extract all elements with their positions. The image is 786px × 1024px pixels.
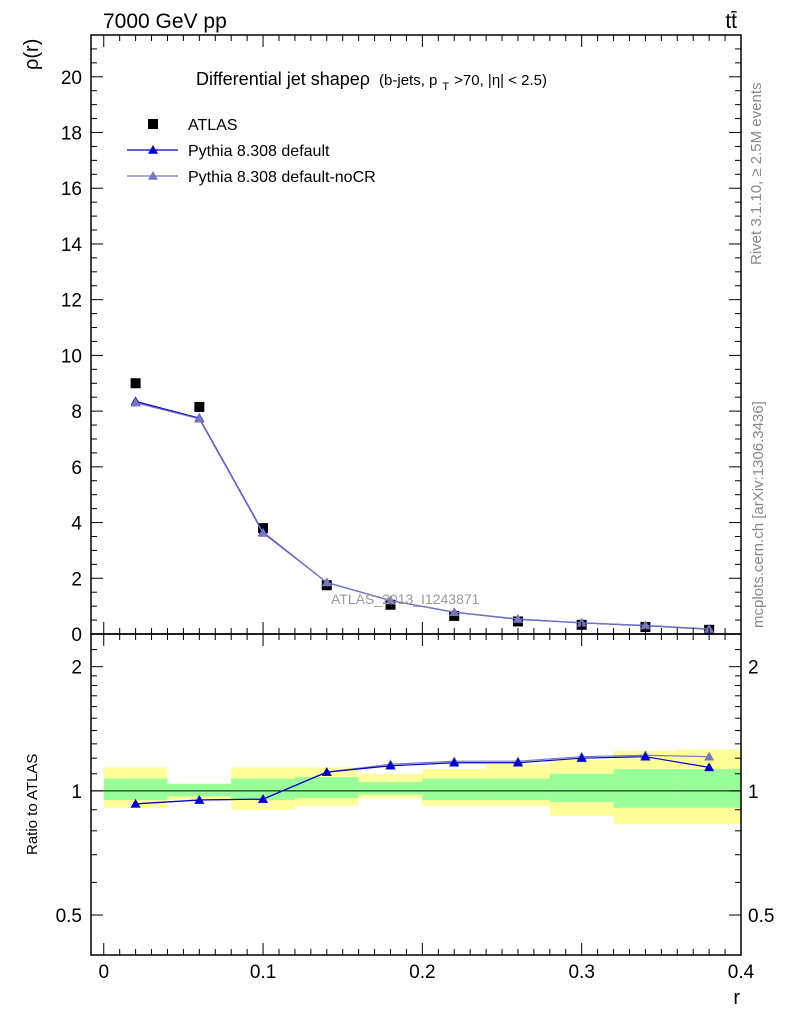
data-point-atlas	[194, 401, 205, 412]
y-tick-label: 8	[71, 402, 82, 423]
ratio-y-tick-label-left: 2	[71, 658, 82, 679]
ratio-point	[576, 753, 587, 762]
x-tick-label: 0	[98, 962, 109, 983]
x-tick-label: 0.1	[250, 962, 276, 983]
data-point-atlas	[385, 599, 396, 610]
ratio-y-tick-label-left: 1	[71, 782, 82, 803]
uncertainty-band-inner	[549, 773, 614, 802]
ratio-point	[449, 757, 460, 767]
ratio-point	[704, 751, 715, 761]
mc-point	[321, 577, 332, 587]
x-axis-label: r	[733, 987, 740, 1009]
data-point-atlas	[130, 378, 141, 389]
legend-marker-atlas	[148, 119, 158, 129]
legend-marker	[148, 145, 158, 154]
ratio-point	[258, 794, 269, 803]
ratio-point	[385, 760, 396, 770]
chart-title-sub-index: T	[442, 81, 449, 93]
process-label: tt̄	[725, 10, 737, 33]
uncertainty-band-inner	[486, 778, 550, 801]
y-axis-label-main: ρ(r)	[21, 39, 43, 70]
y-tick-label: 14	[61, 235, 83, 256]
legend-label: Pythia 8.308 default	[188, 143, 330, 160]
x-tick-label: 0.2	[409, 962, 435, 983]
y-tick-label: 2	[71, 569, 82, 590]
y-tick-label: 12	[61, 291, 82, 312]
mc-point	[512, 613, 523, 623]
chart-title-sub-tail: >70, |η| < 2.5)	[454, 72, 547, 89]
x-tick-label: 0.3	[568, 962, 594, 983]
mc-point	[449, 607, 460, 617]
ratio-point	[512, 757, 523, 767]
y-tick-label: 4	[71, 514, 82, 535]
y-tick-label: 10	[61, 346, 82, 367]
ratio-y-tick-label-right: 2	[748, 658, 759, 679]
uncertainty-band-inner	[167, 783, 232, 797]
ratio-point	[130, 798, 141, 808]
ratio-plot-content: 0 0.1 0.2 0.3 0.4 0.5 0.5 1 1 2 2	[56, 633, 774, 983]
analysis-watermark: ATLAS_2013_I1243871	[331, 591, 480, 607]
chart-title: Differential jet shapeρ (b-jets, p T >70…	[196, 69, 547, 94]
mc-series-line	[135, 402, 710, 630]
legend-marker	[148, 171, 158, 180]
mc-point	[258, 528, 269, 537]
ratio-point	[194, 795, 205, 804]
y-tick-label: 6	[71, 458, 82, 479]
rivet-version-label: Rivet 3.1.10, ≥ 2.5M events	[748, 83, 765, 266]
ratio-y-tick-label-right: 1	[748, 782, 759, 803]
mc-point	[385, 595, 396, 605]
uncertainty-band-inner	[294, 777, 359, 799]
y-tick-label: 0	[71, 625, 82, 646]
chart-title-main: Differential jet shapeρ	[196, 69, 370, 89]
mcplots-reference-label: mcplots.cern.ch [arXiv:1306.3436]	[750, 401, 767, 628]
y-axis-label-ratio: Ratio to ATLAS	[24, 754, 41, 855]
uncertainty-band-inner	[231, 778, 295, 801]
uncertainty-band-inner	[422, 778, 487, 801]
uncertainty-band-inner	[358, 782, 423, 795]
uncertainty-band-inner	[103, 778, 168, 801]
energy-label: 7000 GeV pp	[103, 10, 227, 33]
ratio-point	[321, 767, 332, 776]
mc-point	[640, 620, 651, 630]
mc-point	[130, 397, 141, 407]
main-panel: 0 2 4 6 8 10 12 14 16 18 20 Differential jet shape…	[21, 34, 742, 646]
ratio-point	[704, 762, 715, 772]
ratio-series-line	[135, 756, 710, 805]
x-tick-label: 0.4	[728, 962, 755, 983]
legend-label: Pythia 8.308 default-noCR	[188, 169, 376, 186]
ratio-y-tick-label-right: 0.5	[748, 906, 774, 927]
ratio-y-tick-label-left: 0.5	[56, 906, 82, 927]
y-tick-label: 20	[61, 68, 82, 89]
mc-point	[194, 413, 205, 423]
legend: ATLAS Pythia 8.308 default Pythia 8.308 de…	[127, 117, 376, 186]
chart-title-sub: (b-jets, p	[379, 72, 437, 89]
ratio-point	[640, 751, 651, 761]
main-plot-content: 0 2 4 6 8 10 12 14 16 18 20	[61, 34, 742, 646]
uncertainty-band-inner	[677, 768, 741, 808]
y-tick-label: 18	[61, 124, 82, 145]
y-tick-label: 16	[61, 179, 82, 200]
uncertainty-band-inner	[613, 768, 678, 808]
ratio-frame	[90, 633, 742, 956]
ratio-panel: 0 0.1 0.2 0.3 0.4 0.5 0.5 1 1 2 2 Ratio to ATLAS r	[24, 633, 774, 1009]
legend-label: ATLAS	[188, 117, 238, 134]
